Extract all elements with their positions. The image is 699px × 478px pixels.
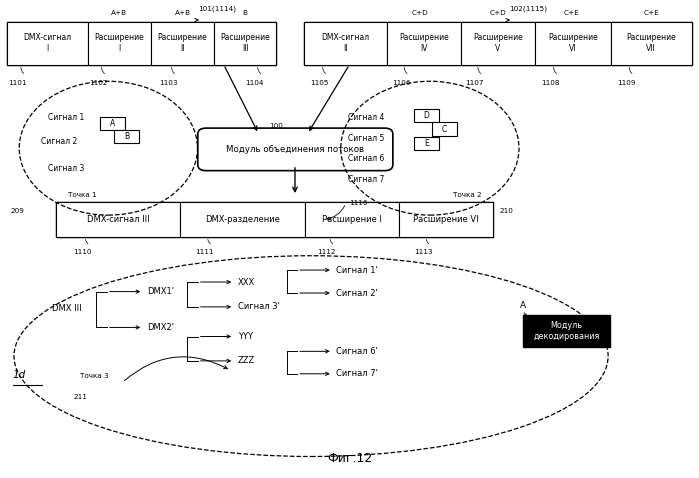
Text: Расширение
IV: Расширение IV xyxy=(399,33,449,53)
Text: Сигнал 7: Сигнал 7 xyxy=(348,175,384,184)
Text: YYY: YYY xyxy=(238,332,252,341)
Text: D: D xyxy=(424,111,429,120)
Text: 209: 209 xyxy=(10,208,24,214)
Bar xyxy=(214,22,276,65)
Text: Расширение
VII: Расширение VII xyxy=(626,33,676,53)
Text: A: A xyxy=(520,301,526,310)
Text: A: A xyxy=(110,119,115,128)
Text: 102(1115): 102(1115) xyxy=(509,5,547,12)
Text: 211: 211 xyxy=(73,394,87,401)
Text: Точка 2: Точка 2 xyxy=(453,192,482,198)
Text: DMX III: DMX III xyxy=(52,304,82,313)
Text: DMX-сигнал
II: DMX-сигнал II xyxy=(322,33,370,53)
Text: Сигнал 2': Сигнал 2' xyxy=(336,289,378,297)
Text: Расширение
I: Расширение I xyxy=(94,33,144,53)
Text: Расширение VI: Расширение VI xyxy=(413,215,479,224)
Text: 1104: 1104 xyxy=(245,80,264,86)
Text: E: E xyxy=(424,139,428,148)
Text: 1101: 1101 xyxy=(8,80,27,86)
Text: ZZZ: ZZZ xyxy=(238,357,255,365)
Text: Сигнал 7': Сигнал 7' xyxy=(336,369,378,378)
Bar xyxy=(100,117,125,130)
Text: 1116: 1116 xyxy=(350,200,368,206)
Text: 1108: 1108 xyxy=(541,80,560,86)
Bar xyxy=(432,122,457,136)
Text: B: B xyxy=(243,10,247,16)
Text: 1103: 1103 xyxy=(159,80,178,86)
Bar xyxy=(304,22,692,65)
Text: 1109: 1109 xyxy=(617,80,635,86)
Bar xyxy=(7,22,88,65)
Text: B: B xyxy=(124,132,129,141)
Text: Сигнал 5: Сигнал 5 xyxy=(348,134,384,143)
Text: 1107: 1107 xyxy=(466,80,484,86)
Text: Расширение
V: Расширение V xyxy=(473,33,523,53)
Text: A+B: A+B xyxy=(175,10,192,16)
Bar xyxy=(304,22,387,65)
Text: A+B: A+B xyxy=(110,10,127,16)
Text: 210: 210 xyxy=(500,208,514,214)
Text: 101(1114): 101(1114) xyxy=(198,5,236,12)
Text: 1111: 1111 xyxy=(195,249,214,255)
Bar xyxy=(414,109,439,122)
Text: DMX-сигнал
I: DMX-сигнал I xyxy=(23,33,71,53)
Text: 1102: 1102 xyxy=(89,80,108,86)
Text: 1106: 1106 xyxy=(392,80,410,86)
Text: Сигнал 6: Сигнал 6 xyxy=(348,154,384,163)
Text: DMX1': DMX1' xyxy=(147,287,174,296)
Text: Расширение I: Расширение I xyxy=(322,215,382,224)
Text: 1d: 1d xyxy=(13,370,26,380)
Text: XXX: XXX xyxy=(238,278,255,286)
Bar xyxy=(180,202,305,237)
Text: Модуль объединения потоков: Модуль объединения потоков xyxy=(226,145,364,154)
Bar xyxy=(151,22,214,65)
Bar xyxy=(56,202,180,237)
Text: Фиг.12: Фиг.12 xyxy=(327,452,372,465)
Text: DMX2': DMX2' xyxy=(147,323,174,332)
Text: Сигнал 4: Сигнал 4 xyxy=(348,113,384,121)
Text: DMX-сигнал III: DMX-сигнал III xyxy=(87,215,150,224)
Text: 1105: 1105 xyxy=(310,80,329,86)
Bar xyxy=(461,22,535,65)
Text: Точка 1: Точка 1 xyxy=(69,192,96,198)
Text: C+D: C+D xyxy=(490,10,506,16)
Text: C+D: C+D xyxy=(412,10,428,16)
Text: Сигнал 2: Сигнал 2 xyxy=(41,137,77,145)
Text: Сигнал 1: Сигнал 1 xyxy=(48,113,84,121)
Text: 1110: 1110 xyxy=(73,249,92,255)
Bar xyxy=(88,22,151,65)
Bar xyxy=(7,22,276,65)
Text: 1112: 1112 xyxy=(317,249,336,255)
Text: Расширение
III: Расширение III xyxy=(220,33,270,53)
Bar xyxy=(414,137,439,150)
Text: Расширение
II: Расширение II xyxy=(158,33,208,53)
Text: C+E: C+E xyxy=(643,10,659,16)
Text: 100: 100 xyxy=(269,123,283,129)
Text: DMX-разделение: DMX-разделение xyxy=(206,215,280,224)
Bar xyxy=(535,22,610,65)
Text: C+E: C+E xyxy=(564,10,579,16)
Text: Сигнал 3: Сигнал 3 xyxy=(48,164,84,173)
Text: Сигнал 1': Сигнал 1' xyxy=(336,266,378,274)
Text: 1113: 1113 xyxy=(414,249,432,255)
Bar xyxy=(399,202,493,237)
Text: Расширение
VI: Расширение VI xyxy=(548,33,598,53)
Bar xyxy=(114,130,139,143)
Bar xyxy=(523,315,610,347)
Bar xyxy=(56,202,493,237)
Text: Модуль
декодирования: Модуль декодирования xyxy=(533,321,600,341)
Bar xyxy=(610,22,692,65)
Bar xyxy=(387,22,461,65)
Text: Точка 3: Точка 3 xyxy=(80,373,108,379)
Text: C: C xyxy=(442,125,447,133)
Text: Сигнал 6': Сигнал 6' xyxy=(336,347,378,356)
Bar xyxy=(305,202,399,237)
Text: Сигнал 3': Сигнал 3' xyxy=(238,303,280,311)
FancyBboxPatch shape xyxy=(198,128,393,171)
